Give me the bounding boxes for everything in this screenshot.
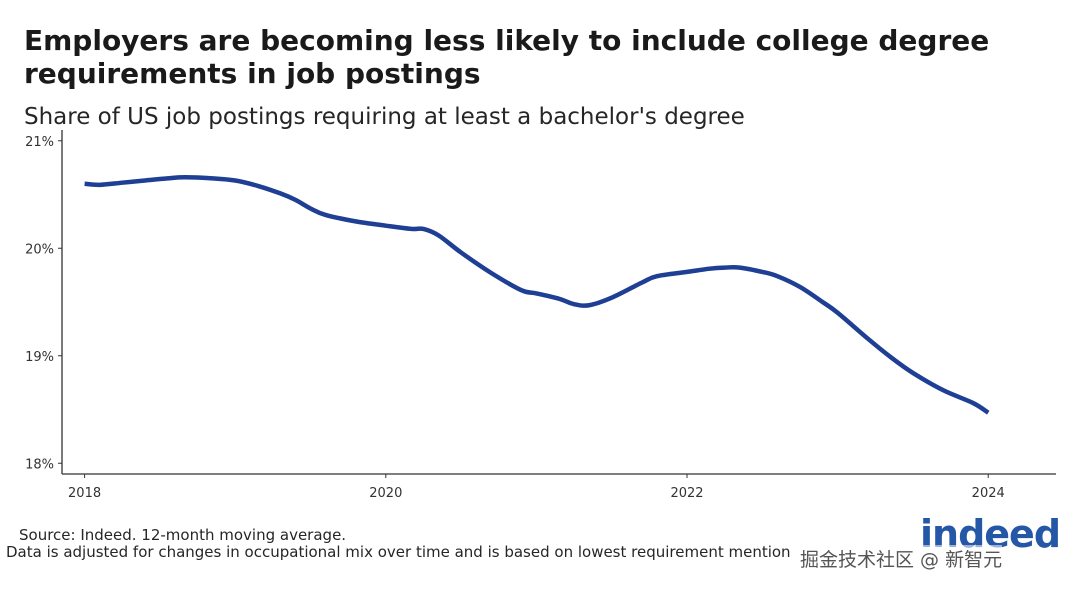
y-tick-label: 20% (25, 242, 54, 257)
x-tick-label: 2024 (972, 486, 1005, 501)
x-tick-label: 2018 (68, 486, 101, 501)
chart-title: Employers are becoming less likely to in… (24, 24, 990, 90)
x-tick-label: 2020 (369, 486, 402, 501)
chart-axes (61, 130, 1056, 475)
x-tick-label: 2022 (670, 486, 703, 501)
methodology-note: Data is adjusted for changes in occupati… (6, 543, 791, 561)
watermark-text: 掘金技术社区 @ 新智元 (800, 545, 1003, 572)
chart-ticks: 18% 19% 20% 21% 2018 2020 2022 2024 (25, 135, 1005, 501)
chart-series (84, 175, 990, 415)
y-tick-label: 19% (25, 350, 54, 365)
source-note: Source: Indeed. 12-month moving average. (19, 526, 347, 544)
y-tick-label: 18% (25, 457, 54, 472)
chart-subtitle: Share of US job postings requiring at le… (24, 104, 745, 130)
y-tick-label: 21% (25, 135, 54, 150)
series-line (84, 175, 990, 415)
